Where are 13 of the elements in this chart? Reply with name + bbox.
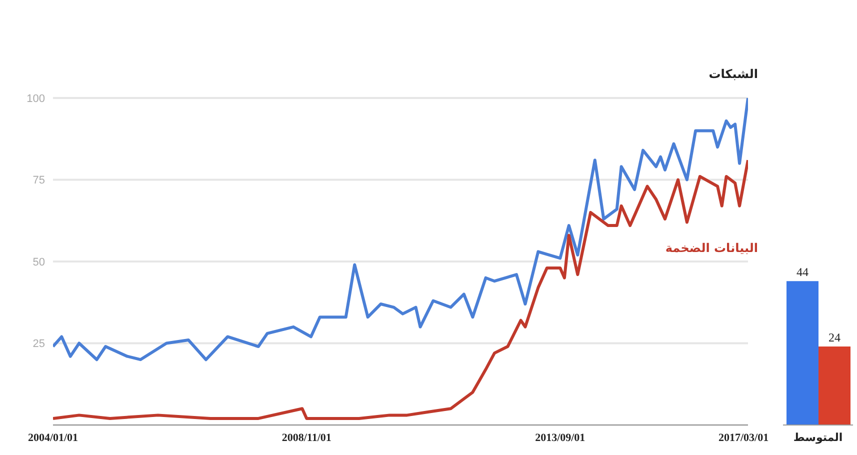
y-tick-label: 50 [32, 256, 45, 268]
x-tick-label: 2017/03/01 [718, 432, 769, 444]
series-label: الشبكات [708, 67, 758, 81]
x-tick-label: المتوسط [793, 430, 843, 444]
y-tick-label: 75 [32, 174, 45, 187]
y-tick-label: 100 [26, 92, 45, 105]
series-label: البيانات الضخمة [665, 241, 758, 256]
x-tick-label: 2013/09/01 [535, 432, 586, 444]
y-tick-label: 25 [32, 338, 45, 350]
data-label: 24 [828, 330, 840, 345]
data-label: 44 [796, 265, 808, 280]
x-tick-label: 2008/11/01 [282, 432, 332, 444]
x-tick-label: 2004/01/01 [28, 432, 78, 444]
